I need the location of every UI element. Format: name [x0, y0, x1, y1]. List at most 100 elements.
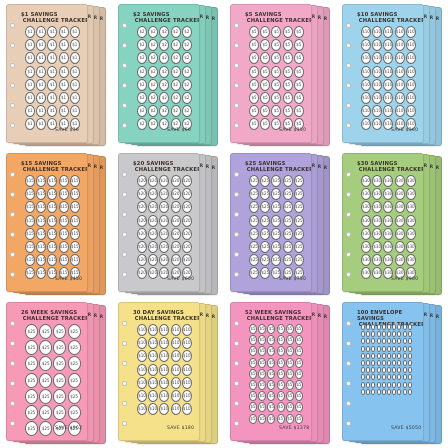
- savings-coin[interactable]: $25: [249, 201, 259, 214]
- savings-coin[interactable]: $15: [58, 240, 69, 253]
- savings-coin[interactable]: $30: [361, 175, 371, 187]
- savings-coin[interactable]: $10: [372, 39, 383, 52]
- savings-coin[interactable]: $25: [25, 421, 38, 437]
- savings-coin[interactable]: $10: [383, 39, 394, 52]
- savings-coin[interactable]: $10: [137, 350, 147, 363]
- savings-coin[interactable]: [371, 331, 376, 338]
- savings-coin[interactable]: $20: [159, 188, 170, 201]
- savings-coin[interactable]: $5: [293, 91, 304, 104]
- savings-coin[interactable]: $20: [170, 227, 181, 240]
- savings-coin[interactable]: $30: [405, 201, 416, 214]
- savings-coin[interactable]: $10: [170, 337, 181, 350]
- savings-coin[interactable]: [366, 359, 371, 366]
- savings-coin[interactable]: $5: [285, 379, 294, 390]
- savings-coin[interactable]: $5: [285, 391, 294, 402]
- savings-coin[interactable]: $10: [361, 91, 371, 104]
- savings-coin[interactable]: [381, 331, 386, 338]
- savings-coin[interactable]: $15: [36, 188, 47, 201]
- savings-coin[interactable]: $25: [39, 372, 53, 388]
- savings-coin[interactable]: [392, 359, 397, 366]
- savings-coin[interactable]: [366, 352, 371, 359]
- savings-coin[interactable]: $10: [372, 91, 383, 104]
- savings-coin[interactable]: $20: [159, 201, 170, 214]
- savings-coin[interactable]: $20: [181, 175, 192, 187]
- savings-coin[interactable]: $5: [276, 357, 285, 368]
- savings-coin[interactable]: $2: [137, 91, 147, 104]
- savings-coin[interactable]: [376, 338, 381, 345]
- savings-coin[interactable]: [407, 359, 412, 366]
- savings-coin[interactable]: $2: [181, 78, 192, 91]
- savings-coin[interactable]: $10: [170, 403, 181, 416]
- savings-coin[interactable]: $20: [181, 214, 192, 227]
- savings-coin[interactable]: $5: [260, 65, 271, 78]
- savings-coin[interactable]: [392, 388, 397, 395]
- savings-coin[interactable]: $25: [25, 372, 38, 388]
- savings-coin[interactable]: $25: [271, 175, 282, 187]
- savings-coin[interactable]: $1: [25, 118, 35, 131]
- savings-coin[interactable]: $25: [249, 214, 259, 227]
- savings-coin[interactable]: [386, 359, 391, 366]
- savings-coin[interactable]: $2: [148, 78, 159, 91]
- savings-coin[interactable]: $5: [285, 402, 294, 413]
- savings-coin[interactable]: [402, 381, 407, 388]
- savings-coin[interactable]: [366, 338, 371, 345]
- savings-coin[interactable]: $5: [249, 324, 257, 334]
- savings-coin[interactable]: [381, 345, 386, 352]
- savings-coin[interactable]: $2: [159, 91, 170, 104]
- savings-coin[interactable]: $25: [271, 267, 282, 280]
- savings-coin[interactable]: $25: [282, 214, 293, 227]
- savings-coin[interactable]: $25: [67, 388, 81, 404]
- savings-coin[interactable]: $30: [394, 188, 405, 201]
- savings-coin[interactable]: $5: [294, 357, 303, 368]
- savings-coin[interactable]: $1: [36, 78, 47, 91]
- savings-coin[interactable]: [371, 388, 376, 395]
- savings-coin[interactable]: [386, 345, 391, 352]
- savings-coin[interactable]: $1: [58, 26, 69, 38]
- savings-coin[interactable]: [402, 338, 407, 345]
- savings-coin[interactable]: $25: [271, 214, 282, 227]
- savings-coin[interactable]: $1: [25, 26, 35, 38]
- savings-coin[interactable]: $25: [249, 254, 259, 267]
- savings-coin[interactable]: $5: [282, 65, 293, 78]
- savings-coin[interactable]: $1: [47, 118, 58, 131]
- savings-coin[interactable]: $1: [58, 118, 69, 131]
- savings-coin[interactable]: $5: [282, 26, 293, 38]
- savings-coin[interactable]: [361, 324, 365, 330]
- savings-coin[interactable]: $20: [159, 240, 170, 253]
- savings-coin[interactable]: $10: [137, 389, 147, 402]
- savings-coin[interactable]: $10: [394, 105, 405, 118]
- savings-coin[interactable]: $25: [271, 240, 282, 253]
- savings-coin[interactable]: $5: [258, 324, 267, 334]
- savings-coin[interactable]: $5: [267, 335, 276, 346]
- savings-coin[interactable]: $25: [260, 227, 271, 240]
- savings-coin[interactable]: $15: [47, 175, 58, 187]
- savings-coin[interactable]: [402, 388, 407, 395]
- savings-coin[interactable]: $10: [181, 389, 192, 402]
- savings-coin[interactable]: $2: [148, 118, 159, 131]
- savings-coin[interactable]: $2: [148, 105, 159, 118]
- savings-coin[interactable]: $15: [69, 254, 80, 267]
- savings-coin[interactable]: $10: [159, 403, 170, 416]
- savings-coin[interactable]: $10: [405, 78, 416, 91]
- savings-coin[interactable]: $1: [58, 91, 69, 104]
- savings-coin[interactable]: $5: [267, 368, 276, 379]
- savings-coin[interactable]: $5: [276, 324, 285, 334]
- savings-coin[interactable]: [397, 374, 402, 381]
- savings-coin[interactable]: $10: [372, 105, 383, 118]
- savings-coin[interactable]: [361, 331, 365, 338]
- savings-coin[interactable]: $5: [249, 391, 257, 402]
- savings-coin[interactable]: $30: [361, 214, 371, 227]
- savings-coin[interactable]: $5: [282, 39, 293, 52]
- savings-coin[interactable]: [366, 367, 371, 374]
- savings-coin[interactable]: $30: [383, 240, 394, 253]
- savings-coin[interactable]: $15: [69, 175, 80, 187]
- savings-coin[interactable]: $1: [36, 26, 47, 38]
- savings-coin[interactable]: $2: [181, 105, 192, 118]
- savings-coin[interactable]: $5: [276, 413, 285, 424]
- savings-coin[interactable]: $2: [137, 105, 147, 118]
- savings-coin[interactable]: $5: [260, 105, 271, 118]
- savings-coin[interactable]: $10: [405, 26, 416, 38]
- savings-coin[interactable]: [361, 359, 365, 366]
- savings-coin[interactable]: [402, 324, 407, 330]
- savings-coin[interactable]: $25: [293, 240, 304, 253]
